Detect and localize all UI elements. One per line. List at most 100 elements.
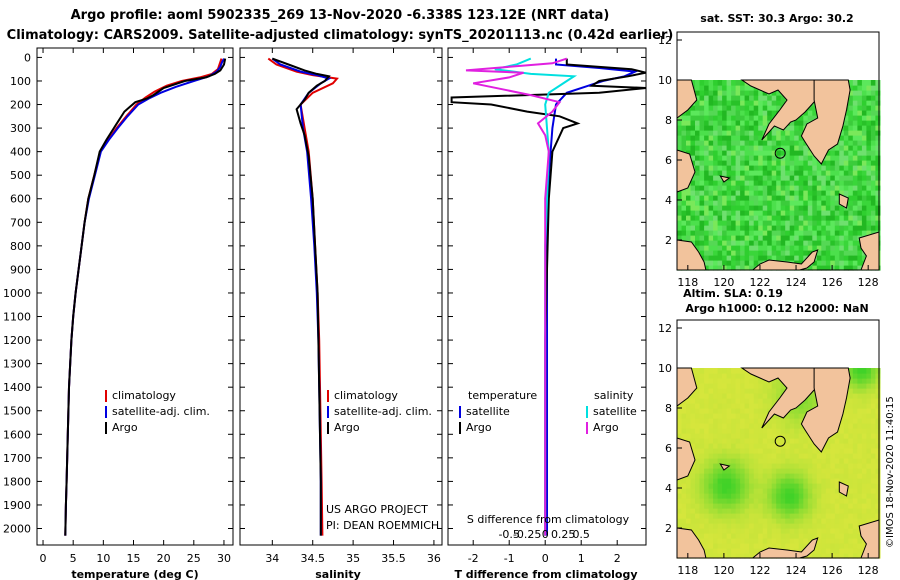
grid-cell [740, 105, 746, 111]
grid-cell [735, 260, 741, 266]
grid-cell [776, 150, 782, 156]
grid-cell [861, 508, 867, 514]
grid-cell [785, 528, 791, 534]
grid-cell [807, 215, 813, 221]
grid-cell [803, 190, 809, 196]
grid-cell [762, 200, 768, 206]
grid-cell [857, 483, 863, 489]
grid-cell [830, 220, 836, 226]
grid-cell [834, 513, 840, 519]
grid-cell [749, 438, 755, 444]
grid-cell [699, 215, 705, 221]
grid-cell [749, 195, 755, 201]
grid-cell [681, 418, 687, 424]
grid-cell [803, 508, 809, 514]
grid-cell [816, 523, 822, 529]
grid-cell [677, 488, 683, 494]
grid-cell [749, 458, 755, 464]
grid-cell [857, 413, 863, 419]
grid-cell [861, 125, 867, 131]
grid-cell [857, 473, 863, 479]
grid-cell [699, 483, 705, 489]
grid-cell [821, 250, 827, 256]
grid-cell [803, 443, 809, 449]
grid-cell [740, 195, 746, 201]
grid-cell [780, 190, 786, 196]
grid-cell [870, 488, 876, 494]
grid-cell [731, 135, 737, 141]
grid-cell [753, 130, 759, 136]
grid-cell [717, 115, 723, 121]
grid-cell [798, 180, 804, 186]
grid-cell [690, 463, 696, 469]
grid-cell [866, 80, 872, 86]
grid-cell [749, 185, 755, 191]
grid-cell [780, 175, 786, 181]
grid-cell [794, 488, 800, 494]
grid-cell [767, 463, 773, 469]
grid-cell [839, 155, 845, 161]
grid-cell [767, 503, 773, 509]
grid-cell [825, 240, 831, 246]
grid-cell [857, 195, 863, 201]
grid-cell [830, 160, 836, 166]
grid-cell [695, 513, 701, 519]
grid-cell [735, 245, 741, 251]
grid-cell [852, 220, 858, 226]
grid-cell [686, 150, 692, 156]
grid-cell [807, 210, 813, 216]
grid-cell [749, 433, 755, 439]
grid-cell [861, 105, 867, 111]
grid-cell [794, 210, 800, 216]
grid-cell [744, 155, 750, 161]
grid-cell [713, 488, 719, 494]
map-x-tick-label: 126 [822, 564, 843, 577]
grid-cell [798, 250, 804, 256]
grid-cell [830, 433, 836, 439]
depth-tick-label: 400 [10, 146, 31, 159]
grid-cell [708, 250, 714, 256]
grid-cell [695, 95, 701, 101]
sla-map-frame [676, 319, 880, 559]
grid-cell [789, 483, 795, 489]
grid-cell [861, 190, 867, 196]
grid-cell [830, 175, 836, 181]
grid-cell [717, 150, 723, 156]
grid-cell [695, 373, 701, 379]
grid-cell [753, 378, 759, 384]
grid-cell [843, 260, 849, 266]
grid-cell [843, 170, 849, 176]
grid-cell [735, 235, 741, 241]
x-tick-label: -1 [504, 552, 515, 565]
grid-cell [807, 230, 813, 236]
grid-cell [776, 230, 782, 236]
grid-cell [843, 533, 849, 539]
grid-cell [767, 403, 773, 409]
grid-cell [843, 185, 849, 191]
grid-cell [753, 528, 759, 534]
grid-cell [875, 225, 881, 231]
grid-cell [825, 150, 831, 156]
grid-cell [830, 235, 836, 241]
grid-cell [713, 100, 719, 106]
grid-cell [848, 150, 854, 156]
grid-cell [708, 413, 714, 419]
grid-cell [758, 260, 764, 266]
grid-cell [762, 428, 768, 434]
grid-cell [780, 215, 786, 221]
grid-cell [852, 160, 858, 166]
grid-cell [861, 155, 867, 161]
map-x-tick-label: 120 [713, 276, 734, 289]
grid-cell [690, 80, 696, 86]
difference-frame [447, 47, 647, 546]
grid-cell [704, 220, 710, 226]
grid-cell [681, 483, 687, 489]
grid-cell [852, 140, 858, 146]
grid-cell [780, 473, 786, 479]
grid-cell [735, 100, 741, 106]
grid-cell [690, 200, 696, 206]
grid-cell [794, 225, 800, 231]
grid-cell [762, 458, 768, 464]
grid-cell [794, 418, 800, 424]
grid-cell [807, 463, 813, 469]
